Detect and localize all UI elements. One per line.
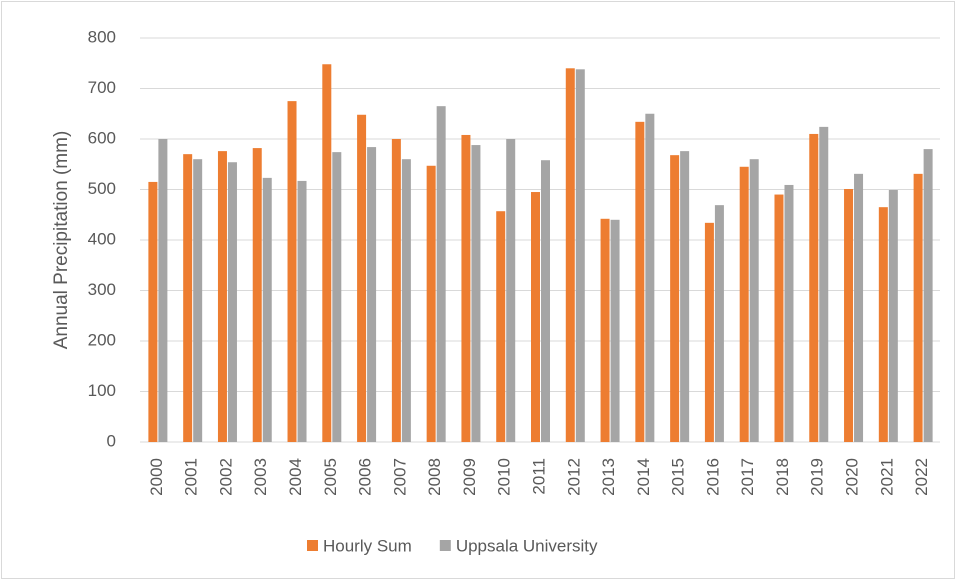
x-tick-label: 2004 [286,458,305,496]
bar [704,222,714,442]
x-tick-label: 2003 [251,458,270,496]
bar [357,114,367,442]
y-tick-label: 600 [88,128,116,147]
x-tick-label: 2008 [425,458,444,496]
bar [913,173,923,442]
bar [297,180,307,443]
bar [436,106,446,443]
x-tick-label: 2017 [738,458,757,496]
bar [217,151,227,442]
bar [575,69,585,442]
legend-swatch [307,540,318,551]
bar [461,134,471,442]
y-tick-label: 800 [88,27,116,46]
bar [784,184,794,442]
y-tick-label: 700 [88,78,116,97]
bar [565,68,575,443]
x-tick-label: 2019 [808,458,827,496]
bar [680,151,690,442]
bar [714,205,724,442]
bar [739,166,749,442]
x-tick-label: 2013 [599,458,618,496]
legend-label: Uppsala University [456,536,598,555]
bar [774,194,784,442]
bar [322,64,332,442]
x-tick-label: 2000 [147,458,166,496]
bar [749,159,759,442]
bar [193,159,203,442]
x-tick-label: 2020 [843,458,862,496]
y-axis-title: Annual Precipitation (mm) [51,131,72,350]
y-tick-label: 200 [88,330,116,349]
bar [670,155,680,442]
x-tick-label: 2014 [634,458,653,496]
bar [262,177,272,442]
x-tick-label: 2001 [182,458,201,496]
y-tick-label: 400 [88,229,116,248]
x-tick-label: 2009 [460,458,479,496]
bar [645,113,655,442]
y-tick-label: 100 [88,381,116,400]
bar [252,148,262,442]
bar [471,145,481,442]
x-tick-label: 2016 [703,458,722,496]
bar [531,192,540,442]
y-tick-label: 0 [107,431,116,450]
x-tick-label: 2010 [495,458,514,496]
x-tick-label: 2005 [321,458,340,496]
x-tick-label: 2011 [529,458,548,495]
x-tick-label: 2018 [773,458,792,496]
x-tick-label: 2015 [669,458,688,496]
bar [809,133,819,442]
bar [287,101,297,442]
bar [635,121,645,442]
bar [888,190,898,442]
bar [426,165,436,442]
bar [541,160,550,442]
bar [506,139,516,442]
y-tick-label: 300 [88,280,116,299]
bar [878,207,888,442]
bar [227,162,237,443]
x-tick-label: 2021 [877,458,896,496]
x-tick-label: 2012 [564,458,583,496]
bar [854,173,864,442]
x-tick-label: 2022 [912,458,931,496]
bar [844,188,854,442]
legend-swatch [439,540,451,551]
x-tick-label: 2006 [356,458,375,496]
bar [183,154,193,442]
bar [367,147,377,442]
bar [332,152,342,442]
bar [158,139,168,442]
bar [391,139,401,442]
bar [600,218,610,442]
legend-label: Hourly Sum [323,536,412,555]
x-tick-label: 2002 [216,458,235,496]
bar [148,181,158,443]
bar [496,211,506,442]
x-tick-label: 2007 [390,458,409,496]
bar [923,149,933,442]
bar [401,159,411,442]
bar [819,126,829,442]
y-tick-label: 500 [88,179,116,198]
bar [610,219,620,442]
